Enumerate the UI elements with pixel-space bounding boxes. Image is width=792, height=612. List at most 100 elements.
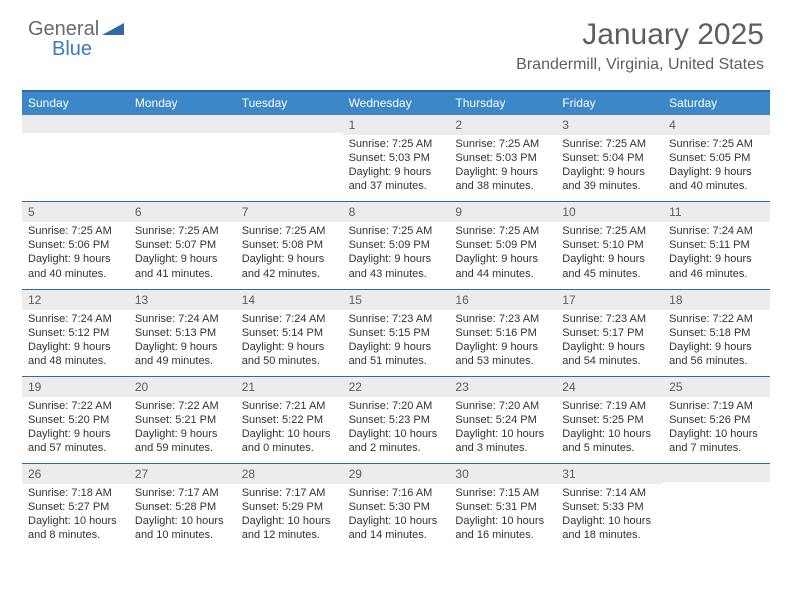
sunset-text: Sunset: 5:30 PM: [349, 500, 444, 514]
day-number: 22: [343, 377, 450, 397]
sunset-text: Sunset: 5:18 PM: [669, 326, 764, 340]
daylight-text: Daylight: 9 hours and 44 minutes.: [455, 252, 550, 280]
calendar-day: 19Sunrise: 7:22 AMSunset: 5:20 PMDayligh…: [22, 377, 129, 463]
sunrise-text: Sunrise: 7:24 AM: [242, 312, 337, 326]
day-detail: Sunrise: 7:16 AMSunset: 5:30 PMDaylight:…: [343, 484, 450, 550]
day-detail: Sunrise: 7:23 AMSunset: 5:17 PMDaylight:…: [556, 310, 663, 376]
dow-sunday: Sunday: [22, 92, 129, 115]
sunrise-text: Sunrise: 7:23 AM: [562, 312, 657, 326]
sunset-text: Sunset: 5:13 PM: [135, 326, 230, 340]
day-detail: Sunrise: 7:20 AMSunset: 5:24 PMDaylight:…: [449, 397, 556, 463]
dow-monday: Monday: [129, 92, 236, 115]
day-number: 21: [236, 377, 343, 397]
daylight-text: Daylight: 10 hours and 16 minutes.: [455, 514, 550, 542]
dow-saturday: Saturday: [663, 92, 770, 115]
sunrise-text: Sunrise: 7:24 AM: [669, 224, 764, 238]
daylight-text: Daylight: 10 hours and 18 minutes.: [562, 514, 657, 542]
calendar-day: [663, 464, 770, 550]
calendar-day: 12Sunrise: 7:24 AMSunset: 5:12 PMDayligh…: [22, 290, 129, 376]
daylight-text: Daylight: 9 hours and 46 minutes.: [669, 252, 764, 280]
day-detail: Sunrise: 7:20 AMSunset: 5:23 PMDaylight:…: [343, 397, 450, 463]
day-detail: [236, 133, 343, 183]
daylight-text: Daylight: 10 hours and 0 minutes.: [242, 427, 337, 455]
daylight-text: Daylight: 10 hours and 2 minutes.: [349, 427, 444, 455]
sunset-text: Sunset: 5:17 PM: [562, 326, 657, 340]
calendar-day: 31Sunrise: 7:14 AMSunset: 5:33 PMDayligh…: [556, 464, 663, 550]
day-detail: Sunrise: 7:17 AMSunset: 5:28 PMDaylight:…: [129, 484, 236, 550]
day-detail: Sunrise: 7:19 AMSunset: 5:26 PMDaylight:…: [663, 397, 770, 463]
daylight-text: Daylight: 10 hours and 5 minutes.: [562, 427, 657, 455]
sunset-text: Sunset: 5:09 PM: [455, 238, 550, 252]
day-number: 27: [129, 464, 236, 484]
day-detail: Sunrise: 7:23 AMSunset: 5:16 PMDaylight:…: [449, 310, 556, 376]
sunset-text: Sunset: 5:23 PM: [349, 413, 444, 427]
day-number: [236, 115, 343, 133]
calendar-day: 11Sunrise: 7:24 AMSunset: 5:11 PMDayligh…: [663, 202, 770, 288]
sunrise-text: Sunrise: 7:25 AM: [455, 137, 550, 151]
day-number: 14: [236, 290, 343, 310]
sunset-text: Sunset: 5:29 PM: [242, 500, 337, 514]
sunset-text: Sunset: 5:03 PM: [455, 151, 550, 165]
dow-tuesday: Tuesday: [236, 92, 343, 115]
sunrise-text: Sunrise: 7:24 AM: [28, 312, 123, 326]
day-number: 28: [236, 464, 343, 484]
calendar-day: 9Sunrise: 7:25 AMSunset: 5:09 PMDaylight…: [449, 202, 556, 288]
day-number: 20: [129, 377, 236, 397]
calendar: Sunday Monday Tuesday Wednesday Thursday…: [22, 90, 770, 551]
daylight-text: Daylight: 10 hours and 7 minutes.: [669, 427, 764, 455]
daylight-text: Daylight: 9 hours and 40 minutes.: [28, 252, 123, 280]
day-number: 23: [449, 377, 556, 397]
calendar-day: 26Sunrise: 7:18 AMSunset: 5:27 PMDayligh…: [22, 464, 129, 550]
calendar-day: 29Sunrise: 7:16 AMSunset: 5:30 PMDayligh…: [343, 464, 450, 550]
calendar-week: 26Sunrise: 7:18 AMSunset: 5:27 PMDayligh…: [22, 463, 770, 550]
sunset-text: Sunset: 5:25 PM: [562, 413, 657, 427]
sunset-text: Sunset: 5:10 PM: [562, 238, 657, 252]
sunset-text: Sunset: 5:05 PM: [669, 151, 764, 165]
calendar-day: 10Sunrise: 7:25 AMSunset: 5:10 PMDayligh…: [556, 202, 663, 288]
day-detail: [22, 133, 129, 183]
calendar-body: 1Sunrise: 7:25 AMSunset: 5:03 PMDaylight…: [22, 115, 770, 551]
day-detail: Sunrise: 7:22 AMSunset: 5:18 PMDaylight:…: [663, 310, 770, 376]
daylight-text: Daylight: 9 hours and 53 minutes.: [455, 340, 550, 368]
sunset-text: Sunset: 5:21 PM: [135, 413, 230, 427]
calendar-day: 23Sunrise: 7:20 AMSunset: 5:24 PMDayligh…: [449, 377, 556, 463]
calendar-day: 21Sunrise: 7:21 AMSunset: 5:22 PMDayligh…: [236, 377, 343, 463]
day-number: 31: [556, 464, 663, 484]
daylight-text: Daylight: 10 hours and 3 minutes.: [455, 427, 550, 455]
dow-friday: Friday: [556, 92, 663, 115]
sunset-text: Sunset: 5:09 PM: [349, 238, 444, 252]
daylight-text: Daylight: 9 hours and 54 minutes.: [562, 340, 657, 368]
day-of-week-header: Sunday Monday Tuesday Wednesday Thursday…: [22, 92, 770, 115]
dow-thursday: Thursday: [449, 92, 556, 115]
sunrise-text: Sunrise: 7:25 AM: [135, 224, 230, 238]
day-number: 15: [343, 290, 450, 310]
calendar-day: 13Sunrise: 7:24 AMSunset: 5:13 PMDayligh…: [129, 290, 236, 376]
sunrise-text: Sunrise: 7:20 AM: [455, 399, 550, 413]
daylight-text: Daylight: 9 hours and 50 minutes.: [242, 340, 337, 368]
sunset-text: Sunset: 5:33 PM: [562, 500, 657, 514]
location-subtitle: Brandermill, Virginia, United States: [516, 56, 764, 74]
daylight-text: Daylight: 10 hours and 14 minutes.: [349, 514, 444, 542]
sunrise-text: Sunrise: 7:22 AM: [28, 399, 123, 413]
dow-wednesday: Wednesday: [343, 92, 450, 115]
day-number: [663, 464, 770, 482]
logo: GeneralBlue: [28, 18, 124, 41]
sunrise-text: Sunrise: 7:25 AM: [28, 224, 123, 238]
daylight-text: Daylight: 9 hours and 41 minutes.: [135, 252, 230, 280]
daylight-text: Daylight: 9 hours and 56 minutes.: [669, 340, 764, 368]
day-detail: Sunrise: 7:24 AMSunset: 5:13 PMDaylight:…: [129, 310, 236, 376]
day-number: 2: [449, 115, 556, 135]
calendar-day: 28Sunrise: 7:17 AMSunset: 5:29 PMDayligh…: [236, 464, 343, 550]
calendar-day: 3Sunrise: 7:25 AMSunset: 5:04 PMDaylight…: [556, 115, 663, 201]
day-number: 17: [556, 290, 663, 310]
daylight-text: Daylight: 9 hours and 48 minutes.: [28, 340, 123, 368]
daylight-text: Daylight: 9 hours and 45 minutes.: [562, 252, 657, 280]
sunrise-text: Sunrise: 7:25 AM: [562, 224, 657, 238]
daylight-text: Daylight: 9 hours and 51 minutes.: [349, 340, 444, 368]
day-number: 26: [22, 464, 129, 484]
sunset-text: Sunset: 5:15 PM: [349, 326, 444, 340]
day-number: 4: [663, 115, 770, 135]
calendar-day: 18Sunrise: 7:22 AMSunset: 5:18 PMDayligh…: [663, 290, 770, 376]
sunset-text: Sunset: 5:20 PM: [28, 413, 123, 427]
sunrise-text: Sunrise: 7:25 AM: [455, 224, 550, 238]
